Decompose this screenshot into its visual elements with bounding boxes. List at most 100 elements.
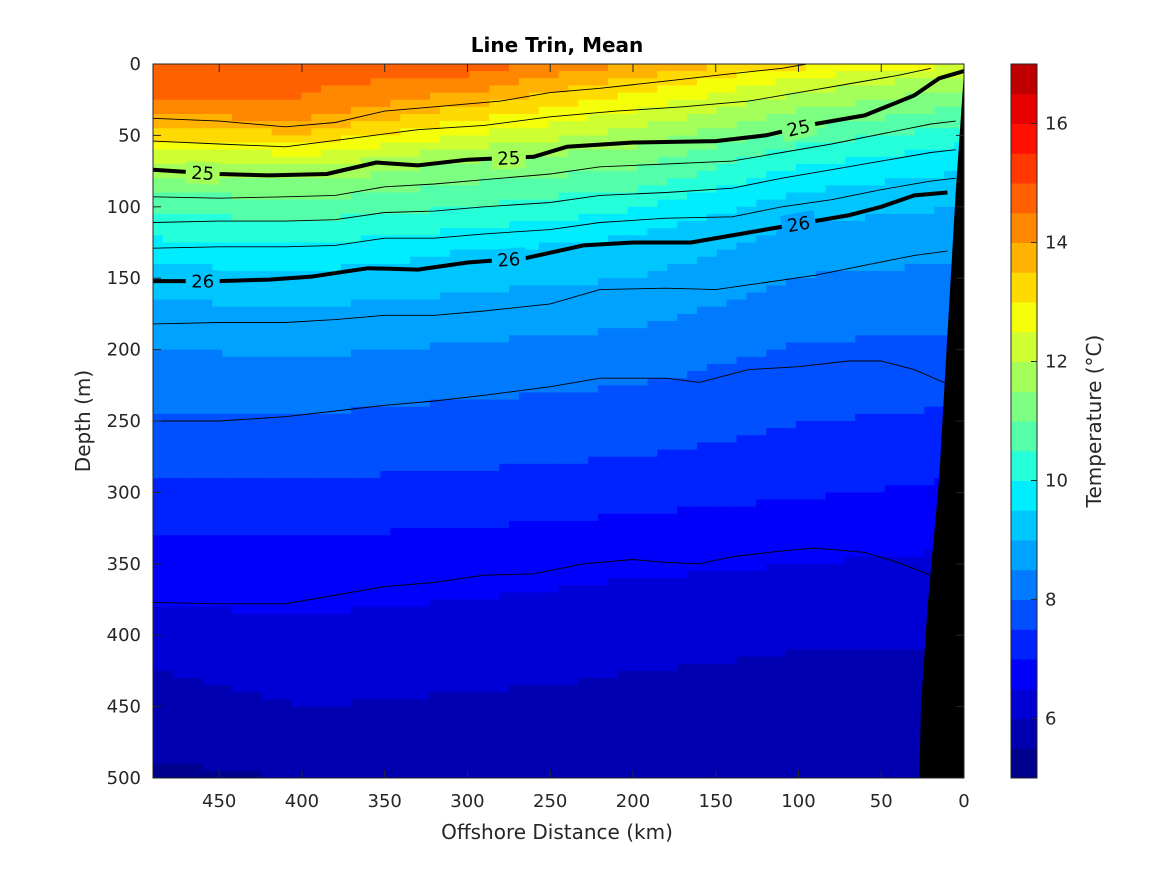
field-cell	[360, 99, 372, 108]
field-cell	[518, 235, 530, 244]
field-cell	[360, 399, 372, 408]
field-cell	[410, 306, 421, 315]
field-cell	[192, 378, 204, 386]
field-cell	[805, 406, 817, 415]
field-cell	[805, 242, 817, 251]
field-cell	[479, 371, 490, 379]
field-cell	[162, 242, 174, 251]
field-cell	[350, 64, 362, 72]
field-cell	[202, 221, 213, 229]
field-cell	[756, 263, 767, 272]
field-cell	[222, 356, 233, 365]
field-cell	[825, 249, 837, 258]
field-cell	[410, 242, 421, 251]
field-cell	[153, 356, 164, 365]
field-cell	[192, 435, 204, 444]
field-cell	[499, 278, 510, 286]
field-cell	[410, 163, 421, 172]
field-cell	[588, 435, 599, 444]
field-cell	[815, 385, 827, 394]
field-cell	[706, 378, 718, 386]
field-cell	[756, 163, 767, 172]
field-cell	[370, 492, 382, 501]
field-cell	[588, 292, 599, 301]
field-cell	[192, 256, 204, 265]
field-cell	[222, 106, 233, 115]
field-cell	[647, 135, 658, 144]
field-cell	[311, 78, 322, 87]
field-cell	[479, 392, 490, 401]
field-cell	[429, 470, 441, 479]
field-cell	[687, 171, 698, 179]
field-cell	[261, 421, 273, 429]
field-cell	[162, 463, 174, 472]
field-cell	[489, 78, 500, 87]
field-cell	[785, 456, 797, 465]
field-cell	[538, 470, 550, 479]
field-cell	[202, 149, 213, 158]
field-cell	[182, 342, 194, 351]
field-cell	[568, 263, 579, 272]
field-cell	[340, 242, 352, 251]
field-cell	[598, 442, 609, 451]
field-cell	[657, 342, 668, 351]
field-cell	[855, 406, 866, 415]
field-cell	[439, 71, 451, 79]
field-cell	[647, 163, 658, 172]
field-cell	[400, 192, 411, 201]
field-cell	[805, 178, 817, 186]
field-cell	[222, 221, 233, 229]
field-cell	[340, 85, 352, 94]
field-cell	[400, 371, 411, 379]
field-cell	[479, 221, 490, 229]
field-cell	[805, 156, 817, 165]
field-cell	[874, 371, 886, 379]
field-cell	[400, 328, 411, 336]
field-cell	[677, 278, 688, 286]
field-cell	[232, 128, 243, 136]
field-cell	[776, 185, 787, 194]
field-cell	[617, 228, 629, 236]
field-cell	[499, 449, 510, 458]
field-cell	[647, 156, 658, 165]
field-cell	[380, 99, 391, 108]
field-cell	[469, 442, 480, 451]
field-cell	[746, 278, 757, 286]
field-cell	[509, 121, 520, 129]
field-cell	[182, 371, 194, 379]
field-cell	[884, 399, 896, 408]
field-cell	[251, 456, 263, 465]
field-cell	[271, 321, 283, 329]
field-cell	[182, 185, 194, 194]
field-cell	[172, 235, 184, 244]
field-cell	[687, 306, 698, 315]
field-cell	[647, 99, 658, 108]
field-cell	[944, 85, 955, 94]
field-cell	[706, 78, 718, 87]
field-cell	[489, 285, 500, 294]
field-cell	[153, 78, 164, 87]
field-cell	[281, 271, 293, 279]
field-cell	[439, 149, 451, 158]
field-cell	[469, 213, 480, 222]
field-cell	[449, 128, 461, 136]
field-cell	[637, 221, 649, 229]
field-cell	[617, 156, 629, 165]
field-cell	[687, 135, 698, 144]
field-cell	[647, 406, 658, 415]
field-cell	[321, 106, 332, 115]
field-cell	[855, 485, 866, 493]
field-cell	[588, 99, 599, 108]
field-cell	[321, 113, 332, 122]
field-cell	[736, 213, 748, 222]
field-cell	[637, 178, 649, 186]
field-cell	[400, 71, 411, 79]
field-cell	[756, 313, 767, 322]
field-cell	[815, 435, 827, 444]
field-cell	[805, 313, 817, 322]
field-cell	[538, 206, 550, 215]
field-cell	[429, 313, 441, 322]
field-cell	[647, 478, 658, 486]
field-cell	[202, 256, 213, 265]
field-cell	[528, 413, 540, 422]
